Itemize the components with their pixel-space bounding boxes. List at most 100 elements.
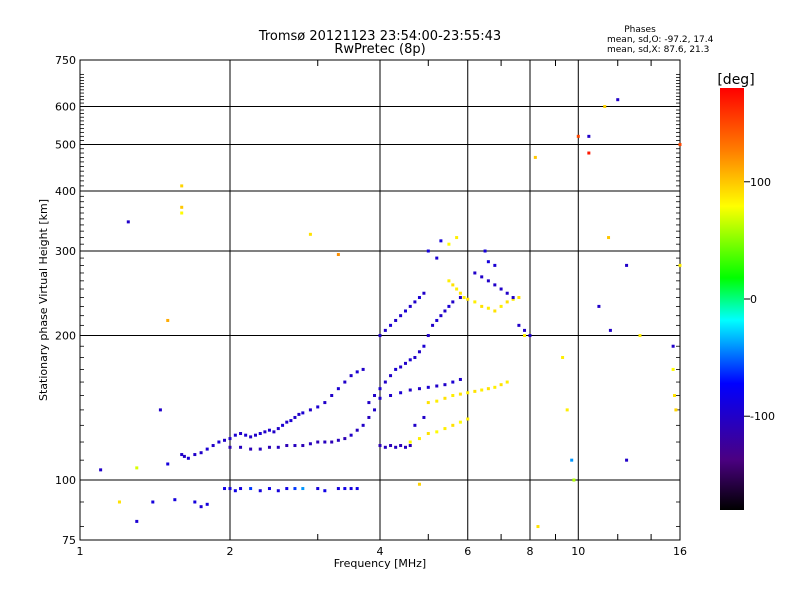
data-point bbox=[323, 401, 327, 405]
data-point bbox=[258, 489, 262, 493]
data-point bbox=[505, 291, 509, 295]
data-point bbox=[439, 239, 443, 243]
data-point bbox=[533, 155, 537, 159]
data-point bbox=[603, 105, 607, 109]
data-point bbox=[403, 309, 407, 313]
data-point bbox=[523, 328, 527, 332]
data-point bbox=[239, 432, 243, 436]
data-point bbox=[443, 427, 447, 431]
data-point bbox=[349, 487, 353, 491]
data-point bbox=[301, 444, 305, 448]
data-point bbox=[276, 427, 280, 431]
data-point bbox=[447, 242, 451, 246]
data-point bbox=[439, 314, 443, 318]
data-point bbox=[458, 296, 462, 300]
x-axis-label: Frequency [MHz] bbox=[334, 557, 426, 570]
stats-heading: Phases bbox=[624, 25, 656, 35]
data-point bbox=[249, 435, 253, 439]
data-point bbox=[239, 487, 243, 491]
data-point bbox=[285, 420, 289, 424]
data-point bbox=[367, 415, 371, 419]
x-tick-label: 6 bbox=[464, 545, 471, 558]
y-tick-label: 750 bbox=[55, 54, 76, 67]
data-point bbox=[223, 487, 227, 491]
data-point bbox=[253, 433, 257, 437]
data-point bbox=[330, 394, 334, 398]
data-point bbox=[673, 394, 677, 398]
data-point bbox=[394, 367, 398, 371]
data-point bbox=[378, 387, 382, 391]
x-tick-label: 10 bbox=[571, 545, 585, 558]
data-point bbox=[435, 430, 439, 434]
data-point bbox=[244, 433, 248, 437]
data-point bbox=[349, 374, 353, 378]
data-point bbox=[199, 451, 203, 455]
data-point bbox=[511, 296, 515, 300]
data-point bbox=[336, 438, 340, 442]
data-point bbox=[126, 220, 130, 224]
data-point bbox=[451, 394, 455, 398]
data-point bbox=[616, 98, 620, 102]
data-point bbox=[473, 300, 477, 304]
data-point bbox=[417, 387, 421, 391]
data-point bbox=[355, 487, 359, 491]
data-point bbox=[223, 438, 227, 442]
data-point bbox=[422, 291, 426, 295]
data-point bbox=[355, 370, 359, 374]
y-tick-label: 300 bbox=[55, 245, 76, 258]
data-point bbox=[408, 388, 412, 392]
data-point bbox=[378, 444, 382, 448]
data-point bbox=[458, 377, 462, 381]
data-point bbox=[455, 236, 459, 240]
data-point bbox=[466, 391, 470, 395]
data-point bbox=[486, 387, 490, 391]
colorbar-label: [deg] bbox=[717, 72, 754, 88]
data-point bbox=[408, 440, 412, 444]
data-point bbox=[228, 487, 232, 491]
data-point bbox=[413, 355, 417, 359]
x-tick-label: 4 bbox=[377, 545, 384, 558]
data-point bbox=[426, 385, 430, 389]
data-point bbox=[135, 519, 139, 523]
data-point bbox=[336, 387, 340, 391]
data-point bbox=[473, 389, 477, 393]
data-point bbox=[373, 408, 377, 412]
data-point bbox=[343, 487, 347, 491]
data-point bbox=[517, 296, 521, 300]
data-point bbox=[499, 383, 503, 387]
data-point bbox=[301, 487, 305, 491]
data-point bbox=[158, 408, 162, 412]
data-point bbox=[528, 334, 532, 338]
colorbar-tick-label: -100 bbox=[750, 410, 775, 423]
data-point bbox=[205, 502, 209, 506]
data-point bbox=[373, 394, 377, 398]
x-tick-label: 8 bbox=[527, 545, 534, 558]
plot-area: 1 2 4 6 8 10 16 75 100 200 300 400 500 600 750 bbox=[55, 54, 687, 558]
data-point bbox=[308, 408, 312, 412]
colorbar-tick-label: 100 bbox=[750, 176, 771, 189]
data-point bbox=[458, 291, 462, 295]
colorbar-ticks: 100 0 -100 bbox=[744, 176, 775, 423]
data-point bbox=[378, 334, 382, 338]
data-point bbox=[389, 323, 393, 327]
chart-title: Tromsø 20121123 23:54:00-23:55:43 bbox=[258, 29, 501, 44]
data-point bbox=[435, 256, 439, 260]
data-point bbox=[493, 283, 497, 287]
data-point bbox=[267, 487, 271, 491]
data-point bbox=[389, 444, 393, 448]
data-point bbox=[473, 271, 477, 275]
data-point bbox=[462, 296, 466, 300]
data-point bbox=[323, 440, 327, 444]
data-point bbox=[435, 318, 439, 322]
data-point bbox=[671, 367, 675, 371]
data-point bbox=[625, 458, 629, 462]
data-point bbox=[308, 232, 312, 236]
data-point bbox=[451, 380, 455, 384]
data-point bbox=[505, 380, 509, 384]
data-point bbox=[233, 489, 237, 493]
data-point bbox=[355, 428, 359, 432]
data-point bbox=[383, 380, 387, 384]
data-point bbox=[443, 309, 447, 313]
data-point bbox=[117, 500, 121, 504]
data-point bbox=[447, 304, 451, 308]
